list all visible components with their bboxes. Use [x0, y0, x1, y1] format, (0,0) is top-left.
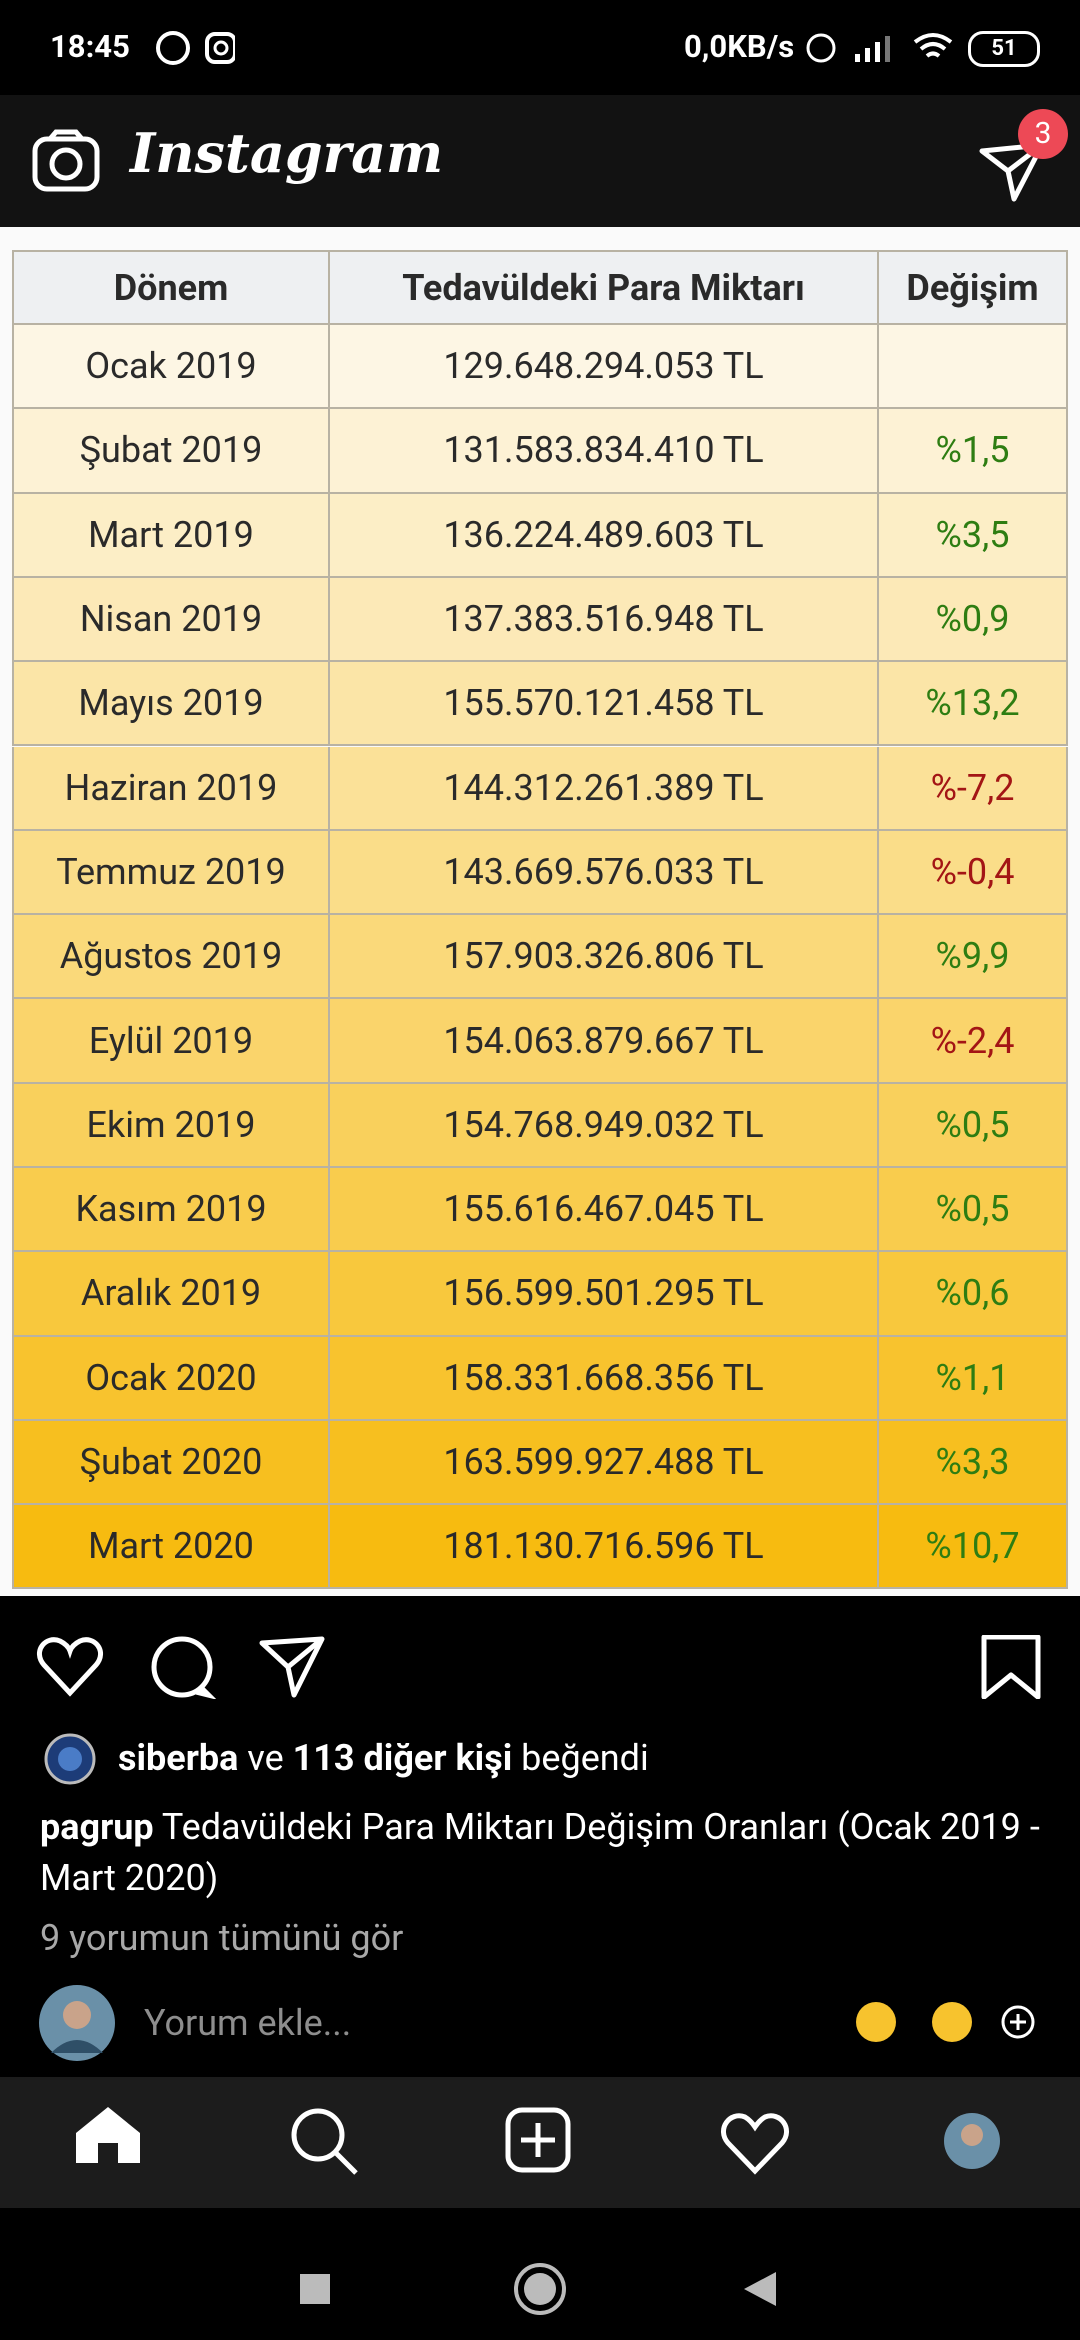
nav-home[interactable] — [76, 2107, 140, 2163]
table-cell: 158.331.668.356 TL — [330, 1336, 879, 1421]
table-cell: Ekim 2019 — [12, 1083, 330, 1168]
table-cell: Temmuz 2019 — [12, 830, 330, 916]
table-cell: %0,5 — [879, 1083, 1068, 1168]
table-cell: Şubat 2020 — [12, 1420, 330, 1506]
liker-avatar — [44, 1733, 96, 1785]
emoji-laugh[interactable] — [856, 2002, 896, 2042]
battery: 51 — [968, 31, 1040, 67]
share-button[interactable] — [259, 1636, 325, 1698]
table-cell: Aralık 2019 — [12, 1252, 330, 1337]
table-cell: 181.130.716.596 TL — [330, 1505, 879, 1590]
table-cell: %-2,4 — [879, 999, 1068, 1084]
data-table: Dönem Tedavüldeki Para Miktarı Değişim Ocak… — [12, 250, 1068, 1590]
app-title: Instagram — [130, 121, 444, 185]
camera-button[interactable] — [32, 129, 100, 193]
nav-profile[interactable] — [944, 2113, 1000, 2169]
system-buttons — [300, 2263, 776, 2315]
table-cell: Mart 2020 — [12, 1505, 330, 1590]
table-cell: Nisan 2019 — [12, 577, 330, 663]
net-speed: 0,0KB/s — [684, 28, 795, 65]
back-button[interactable] — [744, 2272, 776, 2306]
table-cell: %9,9 — [879, 915, 1068, 1000]
table-cell: %0,6 — [879, 1252, 1068, 1337]
direct-badge: 3 — [1018, 109, 1068, 159]
table-cell: %-7,2 — [879, 746, 1068, 831]
table-cell: 129.648.294.053 TL — [330, 325, 879, 410]
table-cell: 154.063.879.667 TL — [330, 999, 879, 1084]
system-nav — [0, 2208, 1080, 2340]
likes-connector: ve — [247, 1737, 284, 1779]
table-cell: Haziran 2019 — [12, 746, 330, 831]
table-cell: 143.669.576.033 TL — [330, 830, 879, 916]
nav-add[interactable] — [505, 2107, 571, 2173]
table-cell: %13,2 — [879, 662, 1068, 747]
table-cell: Ocak 2020 — [12, 1336, 330, 1421]
save-button[interactable] — [981, 1635, 1041, 1699]
table-cell: Mayıs 2019 — [12, 662, 330, 747]
like-button[interactable] — [36, 1637, 104, 1697]
post-actions — [36, 1635, 1041, 1699]
table-cell: 154.768.949.032 TL — [330, 1083, 879, 1168]
notif-icons — [156, 31, 235, 65]
my-avatar — [39, 1985, 115, 2061]
table-header: Dönem — [12, 250, 330, 325]
nav-activity[interactable] — [721, 2113, 789, 2175]
table-cell: Kasım 2019 — [12, 1168, 330, 1253]
nav-icons — [76, 2107, 1000, 2175]
table-cell: Ağustos 2019 — [12, 915, 330, 1000]
likes-others[interactable]: 113 diğer kişi — [292, 1737, 513, 1779]
table-cell: 156.599.501.295 TL — [330, 1252, 879, 1337]
table-cell: %0,5 — [879, 1168, 1068, 1253]
table-cell: Mart 2019 — [12, 493, 330, 578]
table-cell: 137.383.516.948 TL — [330, 577, 879, 663]
caption: pagrup Tedavüldeki Para Miktarı Değişim … — [40, 1802, 1040, 1904]
table-cell: Şubat 2019 — [12, 409, 330, 494]
bottom-nav — [0, 2077, 1080, 2208]
recents-button[interactable] — [300, 2274, 330, 2304]
status-icons — [806, 33, 953, 63]
table-cell: %3,5 — [879, 493, 1068, 578]
table-cell: Ocak 2019 — [12, 325, 330, 410]
table-cell: 131.583.834.410 TL — [330, 409, 879, 494]
table-cell: %1,1 — [879, 1336, 1068, 1421]
table-cell: 163.599.927.488 TL — [330, 1420, 879, 1506]
liker-name[interactable]: siberba — [118, 1737, 239, 1779]
caption-text: Tedavüldeki Para Miktarı Değişim Oranlar… — [40, 1806, 1040, 1899]
likes-suffix: beğendi — [521, 1737, 649, 1779]
table-cell: 157.903.326.806 TL — [330, 915, 879, 1000]
table-cell: 144.312.261.389 TL — [330, 746, 879, 831]
home-button[interactable] — [514, 2263, 566, 2315]
status-bar: 18:45 0,0KB/s 51 — [0, 0, 1080, 95]
quick-reactions — [856, 2002, 1035, 2042]
comment-button[interactable] — [151, 1636, 217, 1699]
view-comments[interactable]: 9 yorumun tümünü gör — [40, 1917, 404, 1959]
table-cell: %10,7 — [879, 1505, 1068, 1590]
likes-line: siberba ve 113 diğer kişi beğendi — [118, 1737, 649, 1779]
table-cell: %1,5 — [879, 409, 1068, 494]
clock: 18:45 — [50, 28, 130, 65]
table-cell: 155.570.121.458 TL — [330, 662, 879, 747]
app-bar: Instagram 3 — [0, 95, 1080, 227]
emoji-think[interactable] — [932, 2002, 972, 2042]
table-header: Tedavüldeki Para Miktarı — [330, 250, 879, 325]
table-cell: %-0,4 — [879, 830, 1068, 916]
table-header: Değişim — [879, 250, 1068, 325]
table-cell: %0,9 — [879, 577, 1068, 663]
table-cell: Eylül 2019 — [12, 999, 330, 1084]
table-cell: %3,3 — [879, 1420, 1068, 1506]
more-emoji[interactable] — [1001, 2005, 1035, 2039]
table-cell: 155.616.467.045 TL — [330, 1168, 879, 1253]
caption-user[interactable]: pagrup — [40, 1806, 154, 1848]
comment-input[interactable]: Yorum ekle... — [144, 2002, 352, 2044]
nav-search[interactable] — [291, 2108, 358, 2175]
table-cell: 136.224.489.603 TL — [330, 493, 879, 578]
table-cell — [879, 325, 1068, 410]
